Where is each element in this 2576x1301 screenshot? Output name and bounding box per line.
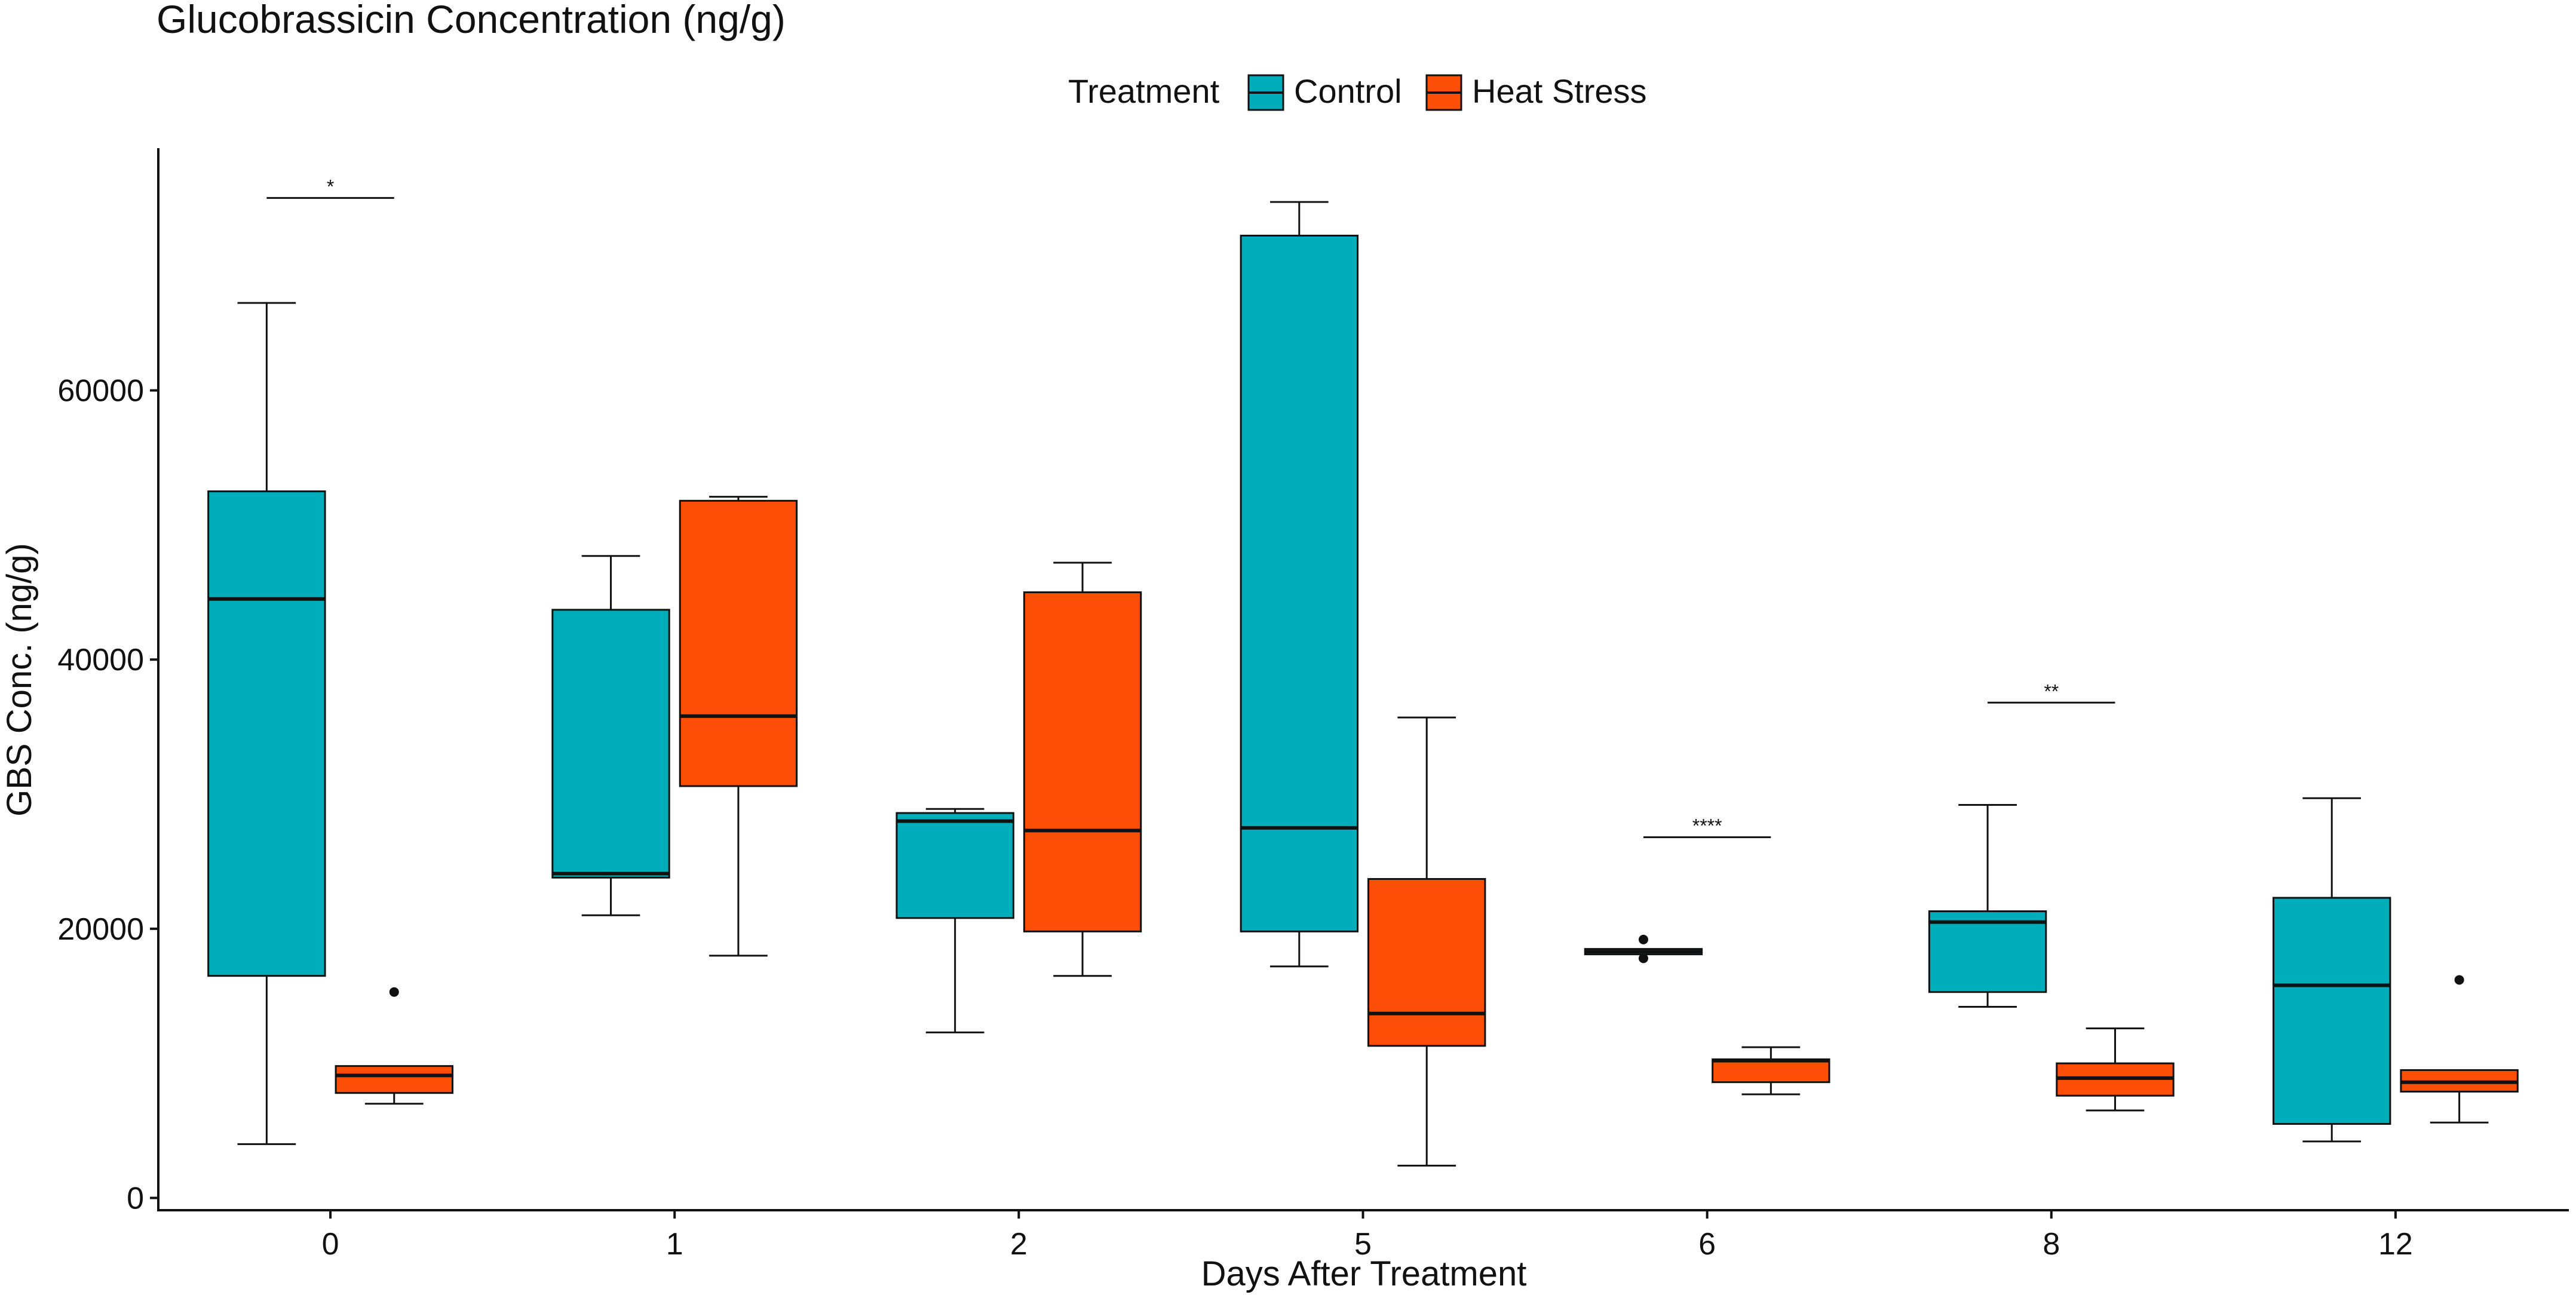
box-heat-stress [1367,716,1486,1167]
box-heat-stress [2056,1027,2175,1112]
x-tick-label: 8 [2043,1227,2060,1262]
y-axis-title: GBS Conc. (ng/g) [0,543,39,817]
y-tick-label: 20000 [57,912,144,947]
box-iqr [1240,234,1358,932]
box-iqr [1023,591,1142,932]
box-iqr [551,609,670,879]
y-tick-label: 40000 [57,643,144,677]
x-tick-label: 6 [1698,1227,1716,1262]
x-axis-title: Days After Treatment [1201,1254,1527,1293]
significance-label: ** [2044,680,2059,702]
box-series [207,201,2519,1167]
legend-entry-control: Control [1247,72,1402,111]
legend-title: Treatment [1068,72,1220,110]
box-control [1584,934,1703,964]
box-control [896,808,1014,1033]
box-heat-stress [679,496,798,957]
y-tick-label: 60000 [57,374,144,409]
box-iqr [679,499,798,787]
y-tick-label: 0 [127,1181,144,1216]
legend-entry-heat-stress: Heat Stress [1425,72,1647,111]
x-tick-label: 12 [2378,1227,2413,1262]
legend-label-heat-stress: Heat Stress [1472,72,1647,110]
box-heat-stress [1023,561,1142,977]
legend-label-control: Control [1294,72,1402,110]
significance-label: **** [1692,815,1722,837]
x-tick-label: 0 [322,1227,339,1262]
chart-title: Glucobrassicin Concentration (ng/g) [157,0,786,41]
x-tick-label: 1 [666,1227,683,1262]
box-iqr [1367,877,1486,1047]
box-iqr [1712,1058,1830,1084]
legend: Treatment Control Heat Stress [1068,72,1647,111]
y-ticks: 0 20000 40000 60000 [57,374,158,1216]
outlier-point [2454,975,2464,985]
box-control [1928,804,2047,1008]
box-heat-stress [335,987,453,1105]
x-tick-label: 2 [1010,1227,1028,1262]
box-iqr [896,812,1014,919]
significance-annotations: ******* [266,176,2115,839]
outlier-point [1638,934,1648,944]
box-iqr [2273,897,2391,1125]
box-control [551,555,670,916]
box-control [2273,797,2391,1143]
x-tick-label: 5 [1354,1227,1372,1262]
box-control [1240,201,1358,968]
box-control [207,302,326,1145]
x-ticks: 0 1 2 5 6 8 12 [322,1210,2413,1262]
significance-label: * [327,176,334,197]
box-heat-stress [1712,1046,1830,1096]
outlier-point [389,987,399,997]
box-heat-stress [2400,975,2519,1124]
box-iqr [1928,910,2047,993]
outlier-point [1638,953,1648,964]
box-iqr [207,490,326,977]
box-iqr [335,1065,453,1094]
